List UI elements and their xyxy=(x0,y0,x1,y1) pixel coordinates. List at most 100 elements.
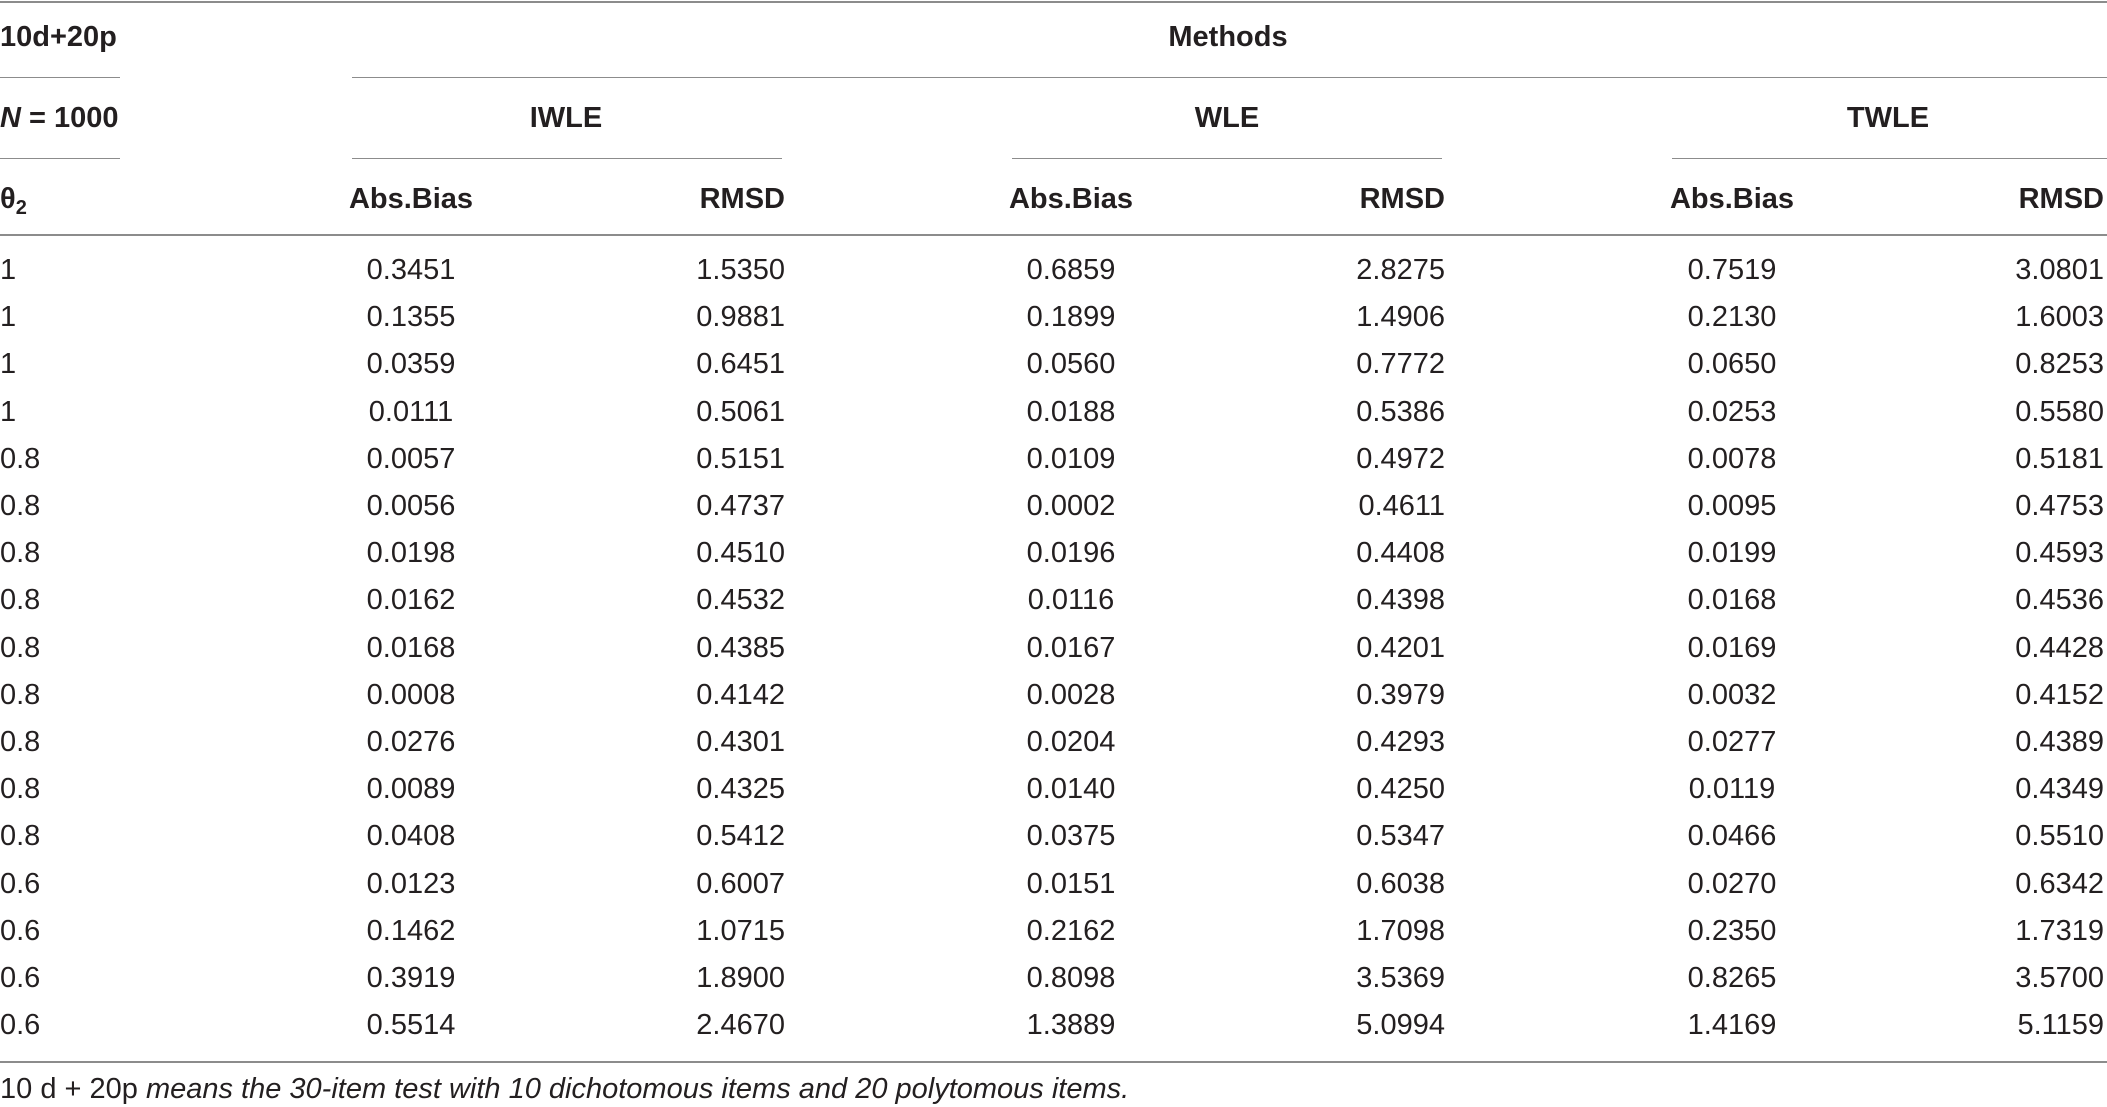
iwle-bias-cell: 0.1462 xyxy=(366,915,456,947)
wle-bias-cell: 0.6859 xyxy=(1026,254,1116,286)
theta-cell: 1 xyxy=(0,348,17,380)
twle-bias-cell: 0.2130 xyxy=(1687,301,1777,333)
iwle-bias-cell: 0.0056 xyxy=(366,490,456,522)
wle-rmsd-cell: 0.3979 xyxy=(1356,679,1445,711)
twle-bias-cell: 0.0650 xyxy=(1687,348,1777,380)
iwle-rmsd-cell: 0.5412 xyxy=(696,820,785,852)
wle-rmsd-cell: 0.5347 xyxy=(1356,820,1445,852)
iwle-bias-cell: 0.3919 xyxy=(366,962,456,994)
methods-label: Methods xyxy=(1168,21,1288,53)
iwle-rmsd-cell: 0.4737 xyxy=(696,490,785,522)
twle-rmsd-cell: 3.0801 xyxy=(2015,254,2104,286)
iwle-abs-bias-header: Abs.Bias xyxy=(348,183,474,215)
method-iwle-label: IWLE xyxy=(529,102,603,134)
theta-symbol: θ xyxy=(0,183,16,215)
header-bottom-rule xyxy=(0,234,2107,236)
wle-bias-cell: 0.0116 xyxy=(1027,584,1115,616)
iwle-bias-cell: 0.0162 xyxy=(366,584,456,616)
twle-bias-cell: 0.0032 xyxy=(1687,679,1777,711)
twle-bias-cell: 0.0078 xyxy=(1687,443,1777,475)
footnote-text: means the 30-item test with 10 dichotomo… xyxy=(137,1073,1130,1105)
twle-rmsd-cell: 1.6003 xyxy=(2015,301,2104,333)
iwle-underline xyxy=(352,158,782,159)
iwle-rmsd-cell: 2.4670 xyxy=(696,1009,785,1041)
wle-bias-cell: 1.3889 xyxy=(1026,1009,1116,1041)
wle-bias-cell: 0.0196 xyxy=(1026,537,1116,569)
iwle-bias-cell: 0.0198 xyxy=(366,537,456,569)
table-footnote: 10 d + 20p means the 30-item test with 1… xyxy=(0,1072,1129,1106)
twle-bias-cell: 0.8265 xyxy=(1687,962,1777,994)
twle-bias-cell: 0.0199 xyxy=(1687,537,1777,569)
twle-bias-cell: 0.0277 xyxy=(1687,726,1777,758)
footnote-lead: 10 d + 20p xyxy=(0,1073,138,1105)
twle-rmsd-cell: 0.4753 xyxy=(2015,490,2104,522)
wle-rmsd-cell: 1.4906 xyxy=(1356,301,1445,333)
wle-rmsd-cell: 0.4611 xyxy=(1358,490,1445,522)
iwle-bias-cell: 0.0089 xyxy=(366,773,456,805)
wle-rmsd-cell: 0.4201 xyxy=(1356,632,1445,664)
wle-rmsd-cell: 0.4408 xyxy=(1356,537,1445,569)
design-underline xyxy=(0,77,120,78)
wle-bias-cell: 0.0375 xyxy=(1026,820,1116,852)
sample-size-symbol: N xyxy=(0,102,21,134)
twle-rmsd-cell: 1.7319 xyxy=(2015,915,2104,947)
wle-bias-cell: 0.0002 xyxy=(1026,490,1116,522)
table-top-rule xyxy=(0,1,2107,3)
twle-rmsd-cell: 0.6342 xyxy=(2015,868,2104,900)
theta-cell: 0.8 xyxy=(0,490,41,522)
iwle-rmsd-cell: 1.5350 xyxy=(696,254,785,286)
theta-cell: 1 xyxy=(0,301,17,333)
wle-bias-cell: 0.2162 xyxy=(1026,915,1116,947)
twle-rmsd-cell: 0.4536 xyxy=(2015,584,2104,616)
sample-size-label: N = 1000 xyxy=(0,101,119,135)
wle-bias-cell: 0.0109 xyxy=(1026,443,1116,475)
wle-bias-cell: 0.0204 xyxy=(1026,726,1116,758)
iwle-rmsd-cell: 0.4142 xyxy=(696,679,785,711)
twle-bias-cell: 0.0095 xyxy=(1687,490,1777,522)
iwle-bias-cell: 0.0111 xyxy=(368,396,454,428)
wle-bias-cell: 0.0560 xyxy=(1026,348,1116,380)
iwle-rmsd-cell: 0.4325 xyxy=(696,773,785,805)
theta-cell: 0.6 xyxy=(0,915,41,947)
iwle-rmsd-cell: 0.5151 xyxy=(696,443,785,475)
wle-rmsd-cell: 5.0994 xyxy=(1356,1009,1445,1041)
wle-rmsd-cell: 0.6038 xyxy=(1356,868,1445,900)
twle-underline xyxy=(1672,158,2107,159)
twle-rmsd-cell: 0.5181 xyxy=(2015,443,2104,475)
theta-column-header: θ2 xyxy=(0,182,27,225)
wle-bias-cell: 0.8098 xyxy=(1026,962,1116,994)
twle-rmsd-cell: 0.4152 xyxy=(2015,679,2104,711)
theta-cell: 0.6 xyxy=(0,1009,41,1041)
twle-rmsd-cell: 0.4428 xyxy=(2015,632,2104,664)
iwle-bias-cell: 0.0168 xyxy=(366,632,456,664)
methods-underline xyxy=(352,77,2107,78)
iwle-rmsd-cell: 0.4532 xyxy=(696,584,785,616)
twle-bias-cell: 0.0466 xyxy=(1687,820,1777,852)
wle-bias-cell: 0.0167 xyxy=(1026,632,1116,664)
wle-rmsd-cell: 0.4293 xyxy=(1356,726,1445,758)
wle-underline xyxy=(1012,158,1442,159)
theta-cell: 0.6 xyxy=(0,868,41,900)
iwle-rmsd-cell: 0.5061 xyxy=(696,396,785,428)
twle-rmsd-cell: 5.1159 xyxy=(2017,1009,2104,1041)
twle-bias-cell: 0.7519 xyxy=(1687,254,1777,286)
wle-bias-cell: 0.1899 xyxy=(1026,301,1116,333)
iwle-rmsd-cell: 0.6451 xyxy=(696,348,785,380)
iwle-rmsd-cell: 0.6007 xyxy=(696,868,785,900)
twle-bias-cell: 0.0119 xyxy=(1688,773,1776,805)
iwle-bias-cell: 0.0359 xyxy=(366,348,456,380)
theta-cell: 0.8 xyxy=(0,820,41,852)
twle-rmsd-header: RMSD xyxy=(2018,183,2104,215)
theta-cell: 0.8 xyxy=(0,632,41,664)
iwle-rmsd-header: RMSD xyxy=(699,183,785,215)
twle-bias-cell: 0.2350 xyxy=(1687,915,1777,947)
wle-bias-cell: 0.0028 xyxy=(1026,679,1116,711)
twle-rmsd-cell: 0.5580 xyxy=(2015,396,2104,428)
sample-underline xyxy=(0,158,120,159)
twle-rmsd-cell: 0.4593 xyxy=(2015,537,2104,569)
iwle-bias-cell: 0.1355 xyxy=(366,301,456,333)
twle-bias-cell: 0.0253 xyxy=(1687,396,1777,428)
iwle-bias-cell: 0.0008 xyxy=(366,679,456,711)
sample-size-value: = 1000 xyxy=(20,102,119,134)
wle-abs-bias-header: Abs.Bias xyxy=(1008,183,1134,215)
